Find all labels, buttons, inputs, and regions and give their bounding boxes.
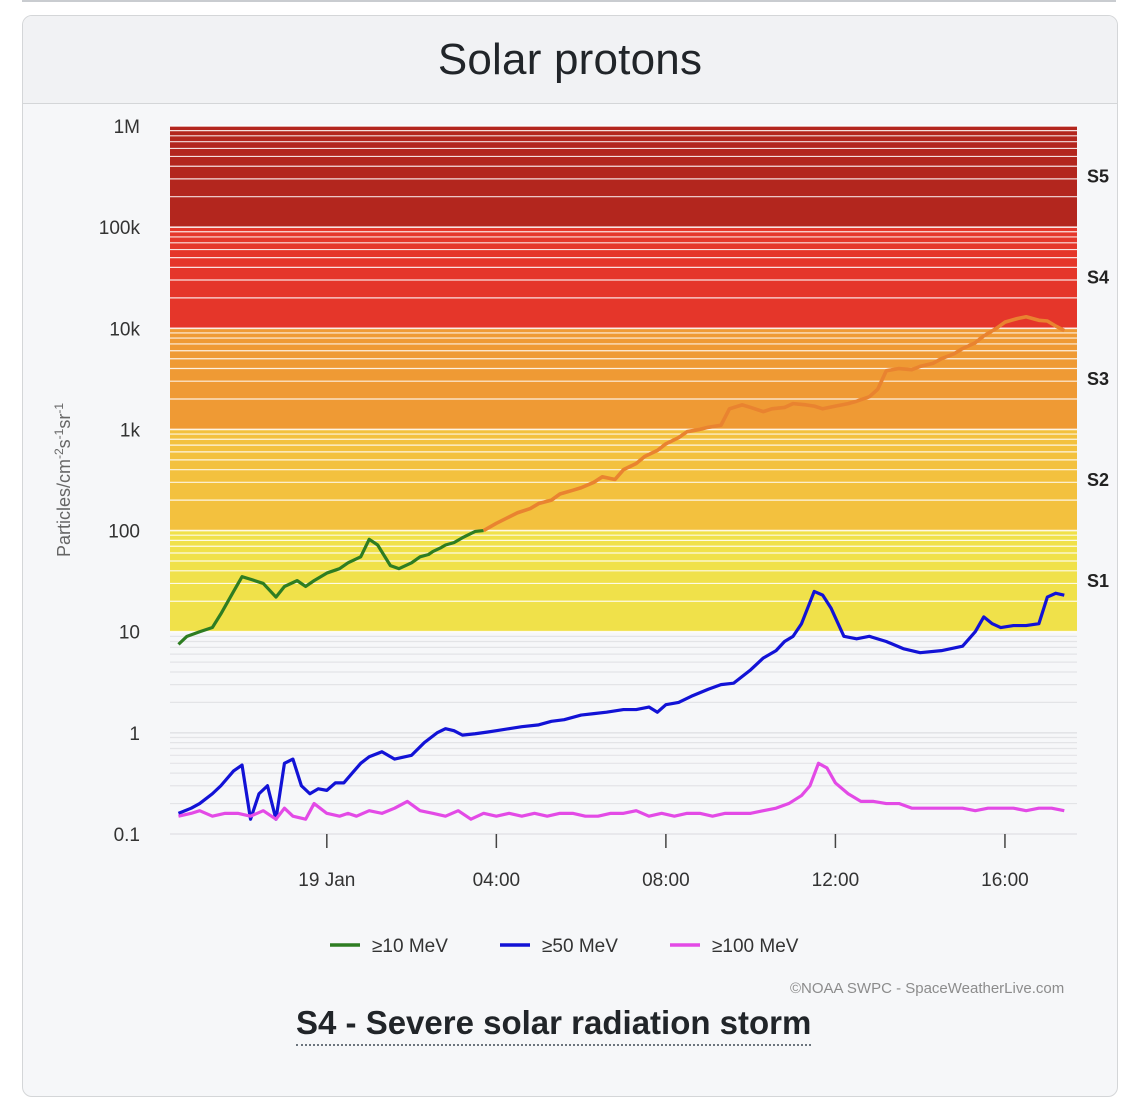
legend-label: ≥50 MeV — [542, 936, 618, 957]
y-axis-label: Particles/cm-2s-1sr-1 — [52, 403, 74, 557]
y-axis: 1M 100k 10k 1k 100 10 1 0.1 — [99, 117, 141, 846]
band-s4 — [170, 227, 1077, 329]
x-axis: 19 Jan 04:00 08:00 12:00 16:00 — [298, 834, 1029, 891]
y-tick-label: 1 — [129, 724, 140, 745]
y-tick-label: 10 — [119, 623, 140, 644]
series-lines — [177, 314, 1066, 821]
legend-label: ≥100 MeV — [712, 936, 799, 957]
y-tick-label: 0.1 — [114, 825, 140, 846]
band-label-s4: S4 — [1087, 268, 1109, 288]
legend-label: ≥10 MeV — [372, 936, 448, 957]
band-s1 — [170, 530, 1077, 632]
y-tick-label: 1M — [114, 117, 140, 138]
legend-item-0[interactable]: ≥10 MeV — [330, 936, 448, 957]
legend-item-1[interactable]: ≥50 MeV — [500, 936, 618, 957]
solar-protons-chart: S1 S2 S3 S4 S5 1M 100k 10k 1k 100 10 1 0.1 19 Jan 04… — [52, 117, 1109, 957]
chart-gridlines — [170, 125, 1077, 835]
band-s5 — [170, 126, 1077, 228]
series-line-100mev — [178, 761, 1065, 821]
band-label-s5: S5 — [1087, 167, 1109, 187]
storm-level-title[interactable]: S4 - Severe solar radiation storm — [296, 1004, 812, 1046]
series-line-10mev-in-band — [482, 314, 1066, 533]
card-title: Solar protons — [437, 34, 703, 84]
x-tick-label: 16:00 — [981, 870, 1029, 891]
legend-item-2[interactable]: ≥100 MeV — [670, 936, 799, 957]
severity-band-labels: S1 S2 S3 S4 S5 — [1087, 167, 1109, 592]
y-tick-label: 100k — [99, 218, 141, 239]
x-tick-label: 12:00 — [812, 870, 860, 891]
page-top-border — [22, 0, 1116, 2]
band-label-s1: S1 — [1087, 571, 1109, 591]
card-header: Solar protons — [23, 16, 1117, 104]
band-label-s2: S2 — [1087, 470, 1109, 490]
severity-bands — [170, 126, 1077, 632]
band-label-s3: S3 — [1087, 369, 1109, 389]
x-tick-label: 08:00 — [642, 870, 690, 891]
x-tick-label: 19 Jan — [298, 870, 355, 891]
y-tick-label: 100 — [108, 522, 140, 543]
band-s2 — [170, 429, 1077, 531]
data-credit: ©NOAA SWPC - SpaceWeatherLive.com — [790, 980, 1065, 997]
series-line-50mev — [177, 589, 1065, 821]
series-line-10mev — [177, 528, 484, 646]
x-tick-label: 04:00 — [473, 870, 521, 891]
y-tick-label: 10k — [109, 319, 140, 340]
band-s3 — [170, 328, 1077, 430]
y-tick-label: 1k — [120, 420, 141, 441]
chart-legend[interactable]: ≥10 MeV ≥50 MeV ≥100 MeV — [330, 936, 799, 957]
